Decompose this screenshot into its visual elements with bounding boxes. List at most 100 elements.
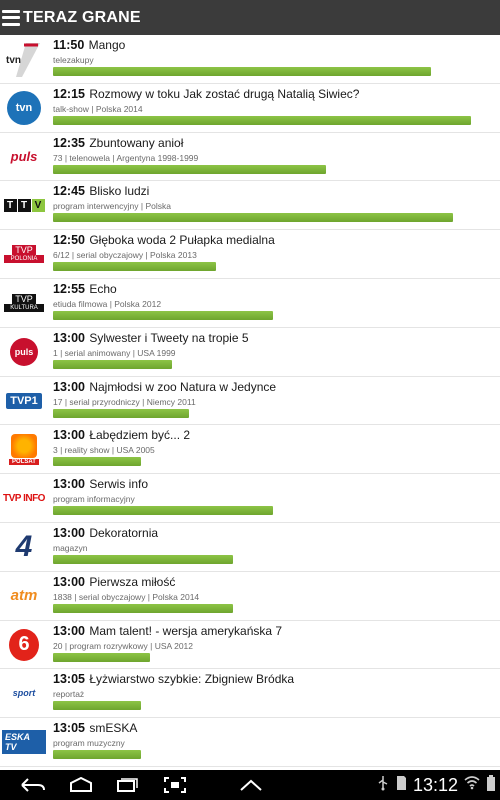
program-meta: program muzyczny	[53, 738, 125, 749]
program-time: 13:00	[53, 574, 85, 589]
progress-bar	[53, 359, 493, 369]
program-list[interactable]: tvn 11:50 Mango telezakupy tvn 12:15 Roz…	[0, 35, 500, 770]
program-row[interactable]: sport 13:05 Łyżwiarstwo szybkie: Zbignie…	[0, 669, 500, 719]
status-area: 13:12	[377, 773, 496, 797]
program-meta: program interwencyjny | Polska	[53, 201, 171, 212]
tvp1-logo: TVP1	[2, 380, 46, 422]
atm-logo-text: atm	[10, 587, 38, 605]
progress-bar	[53, 262, 493, 272]
program-meta: 73 | telenowela | Argentyna 1998-1999	[53, 152, 199, 163]
app-header: TERAZ GRANE	[0, 0, 500, 35]
progress-bar	[53, 652, 493, 662]
program-row[interactable]: T T V 12:45 Blisko ludzi program interwe…	[0, 181, 500, 231]
program-meta: talk-show | Polska 2014	[53, 103, 143, 114]
sport-logo-text: sport	[12, 688, 36, 699]
polsat-logo-text: POLSAT	[9, 458, 39, 465]
progress-bar	[53, 701, 493, 711]
tvn-logo: tvn	[2, 87, 46, 129]
ttv-letter: T	[17, 198, 31, 212]
program-meta: 1838 | serial obyczajowy | Polska 2014	[53, 591, 200, 602]
program-row[interactable]: TVP KULTURA 12:55 Echo etiuda filmowa | …	[0, 279, 500, 328]
program-time: 11:50	[53, 38, 85, 52]
program-time: 13:05	[53, 672, 85, 687]
program-row[interactable]: tvn 11:50 Mango telezakupy	[0, 35, 500, 84]
progress-bar	[53, 457, 493, 467]
progress-bar	[53, 213, 493, 223]
puls2-logo-text: puls	[10, 337, 38, 366]
tv-puls-logo: puls	[2, 136, 46, 178]
tvp-kultura-top: TVP	[12, 293, 36, 304]
progress-bar	[53, 164, 493, 174]
puls2-logo: puls	[2, 331, 46, 373]
tv-puls-logo-text: puls	[10, 149, 38, 165]
tv4-logo: 4	[2, 526, 46, 568]
tvn-logo-text: tvn	[7, 90, 41, 125]
page-title: TERAZ GRANE	[23, 8, 141, 26]
tvp-kultura-bottom: KULTURA	[4, 303, 44, 312]
program-meta: program informacyjny	[53, 494, 135, 505]
program-title: Serwis info	[89, 477, 149, 492]
program-row[interactable]: puls 13:00 Sylwester i Tweety na tropie …	[0, 328, 500, 377]
program-row[interactable]: 6 13:00 Mam talent! - wersja amerykańska…	[0, 621, 500, 670]
program-time: 13:00	[53, 330, 85, 345]
program-time: 12:45	[53, 184, 85, 199]
program-meta: reportaż	[53, 689, 85, 700]
home-icon[interactable]	[66, 774, 96, 796]
program-time: 13:00	[53, 477, 85, 492]
program-title: Echo	[89, 281, 117, 296]
program-title: Łabędziem być... 2	[89, 428, 191, 443]
program-title: smESKA	[89, 721, 138, 736]
program-title: Mango	[88, 38, 126, 52]
chevron-up-icon[interactable]	[236, 774, 266, 796]
tv6-logo-text: 6	[9, 628, 39, 661]
program-time: 13:05	[53, 721, 85, 736]
program-meta: telezakupy	[53, 55, 94, 65]
progress-bar	[53, 115, 493, 125]
tvn7-logo: tvn	[2, 38, 46, 80]
progress-bar	[53, 603, 493, 613]
program-title: Dekoratornia	[89, 525, 159, 540]
screenshot-icon[interactable]	[160, 774, 190, 796]
progress-bar	[53, 554, 493, 564]
program-title: Głęboka woda 2 Pułapka medialna	[89, 233, 275, 248]
tvn7-logo-text: tvn	[6, 55, 21, 66]
polsat-logo: POLSAT	[2, 428, 46, 470]
ttv-letter: V	[31, 198, 45, 212]
program-title: Pierwsza miłość	[89, 574, 176, 589]
program-row[interactable]: TVP POLONIA 12:50 Głęboka woda 2 Pułapka…	[0, 230, 500, 279]
back-icon[interactable]	[18, 774, 48, 796]
program-title: Blisko ludzi	[89, 184, 150, 199]
atm-rozrywka-logo: atm	[2, 575, 46, 617]
program-row[interactable]: puls 12:35 Zbuntowany anioł 73 | telenow…	[0, 133, 500, 182]
program-meta: 3 | reality show | USA 2005	[53, 445, 155, 456]
recent-apps-icon[interactable]	[112, 774, 142, 796]
program-row[interactable]: 4 13:00 Dekoratornia magazyn	[0, 523, 500, 572]
program-time: 12:50	[53, 233, 85, 248]
tvp-polonia-logo: TVP POLONIA	[2, 233, 46, 275]
tv6-logo: 6	[2, 624, 46, 666]
eska-tv-logo: ESKA TV	[2, 721, 46, 763]
wifi-icon	[464, 775, 480, 795]
program-meta: magazyn	[53, 542, 88, 553]
program-row[interactable]: POLSAT 13:00 Łabędziem być... 2 3 | real…	[0, 425, 500, 475]
tvp-polonia-top: TVP	[12, 245, 36, 256]
battery-icon	[486, 774, 496, 796]
program-time: 13:00	[53, 623, 85, 638]
ttv-logo: T T V	[2, 184, 46, 226]
menu-icon[interactable]	[2, 9, 20, 26]
tvp-info-logo-text: TVP INFO	[3, 492, 45, 504]
progress-bar	[53, 67, 493, 76]
tvp1-logo-text: TVP1	[6, 392, 42, 409]
program-row[interactable]: atm 13:00 Pierwsza miłość 1838 | serial …	[0, 572, 500, 621]
program-row[interactable]: tvn 12:15 Rozmowy w toku Jak zostać drug…	[0, 84, 500, 133]
program-meta: 1 | serial animowany | USA 1999	[53, 347, 176, 358]
program-meta: 6/12 | serial obyczajowy | Polska 2013	[53, 250, 197, 261]
program-row[interactable]: TVP INFO 13:00 Serwis info program infor…	[0, 474, 500, 523]
program-title: Łyżwiarstwo szybkie: Zbigniew Bródka	[89, 672, 295, 687]
program-row[interactable]: TVP1 13:00 Najmłodsi w zoo Natura w Jedy…	[0, 377, 500, 426]
polsat-sun-icon	[11, 433, 37, 458]
program-time: 13:00	[53, 428, 85, 443]
program-time: 13:00	[53, 379, 85, 394]
program-title: Mam talent! - wersja amerykańska 7	[89, 623, 283, 638]
program-row[interactable]: ESKA TV 13:05 smESKA program muzyczny	[0, 718, 500, 767]
